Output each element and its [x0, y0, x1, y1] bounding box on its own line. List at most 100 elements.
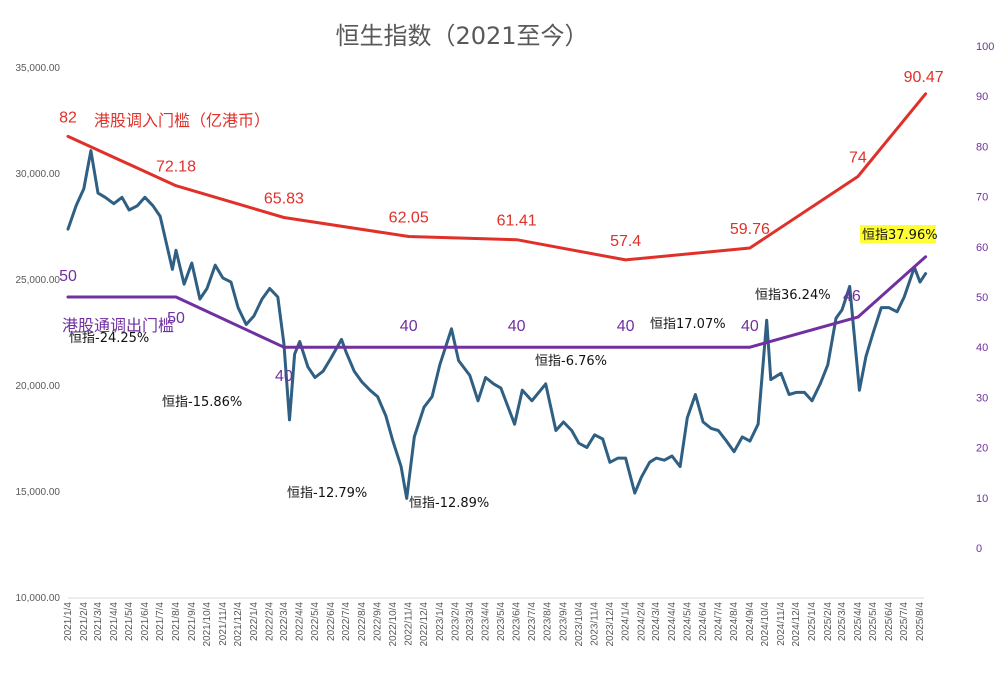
- exclusion-threshold-data-label: 46: [843, 288, 861, 305]
- x-axis-tick-label: 2025/6/4: [884, 602, 895, 641]
- x-axis-tick-label: 2024/9/4: [745, 602, 756, 641]
- left-axis: 10,000.00 15,000.00 20,000.00 25,000.00 30,0…: [16, 63, 61, 604]
- x-axis-tick-label: 2023/4/4: [481, 602, 492, 641]
- inclusion-threshold-data-label: 59.76: [730, 221, 770, 238]
- inclusion-threshold-data-label: 72.18: [156, 159, 196, 176]
- inclusion-threshold-data-label: 65.83: [264, 191, 304, 208]
- left-axis-tick-label: 35,000.00: [16, 63, 61, 74]
- legend-red-series: 港股调入门槛（亿港币）: [94, 111, 270, 130]
- left-axis-tick-label: 10,000.00: [16, 593, 61, 604]
- annotation-layer: 恒指-24.25% 恒指-15.86% 恒指-12.79% 恒指-12.89% 恒指-6…: [69, 225, 938, 511]
- x-axis-tick-label: 2023/9/4: [559, 602, 570, 641]
- left-axis-tick-label: 20,000.00: [16, 381, 61, 392]
- chart-title: 恒生指数（2021至今）: [335, 22, 588, 50]
- inclusion-threshold-data-label: 57.4: [610, 233, 641, 250]
- x-axis-tick-label: 2024/11/4: [776, 602, 787, 646]
- exclusion-threshold-data-label: 50: [59, 268, 77, 285]
- left-axis-tick-label: 25,000.00: [16, 275, 61, 286]
- x-axis-tick-label: 2023/3/4: [465, 602, 476, 641]
- right-axis-tick-label: 70: [976, 192, 988, 204]
- inclusion-threshold-data-label: 74: [849, 150, 867, 167]
- x-axis-tick-label: 2021/4/4: [109, 602, 120, 641]
- x-axis-tick-label: 2023/12/4: [605, 602, 616, 647]
- x-axis-tick-label: 2021/10/4: [202, 602, 213, 647]
- x-axis-tick-label: 2025/8/4: [915, 602, 926, 641]
- series-layer: [66, 92, 928, 500]
- x-axis: 2021/1/4 2021/2/4 2021/3/4 2021/4/4 2021/5/4…: [63, 597, 926, 647]
- left-axis-tick-label: 15,000.00: [16, 487, 61, 498]
- right-axis: 0 10 20 30 40 50 60 70 80 90 100: [976, 41, 994, 555]
- x-axis-tick-label: 2023/11/4: [590, 602, 601, 646]
- x-axis-tick-label: 2024/3/4: [651, 602, 662, 641]
- exclusion-threshold-line: [66, 255, 928, 349]
- x-axis-tick-label: 2024/4/4: [667, 602, 678, 641]
- x-axis-tick-label: 2024/8/4: [729, 602, 740, 641]
- index-change-annotation: 恒指-24.25%: [69, 331, 149, 346]
- right-axis-tick-label: 90: [976, 91, 988, 103]
- x-axis-tick-label: 2025/5/4: [868, 602, 879, 641]
- index-change-annotation: 恒指-15.86%: [162, 395, 242, 410]
- inclusion-threshold-data-label: 61.41: [497, 213, 537, 230]
- exclusion-threshold-data-label: 50: [167, 310, 185, 327]
- right-axis-tick-label: 0: [976, 543, 982, 555]
- x-axis-tick-label: 2023/8/4: [543, 602, 554, 641]
- inclusion-threshold-line: [66, 92, 928, 262]
- x-axis-tick-label: 2022/5/4: [310, 602, 321, 641]
- x-axis-tick-label: 2021/1/4: [63, 602, 74, 641]
- x-axis-tick-label: 2022/7/4: [341, 602, 352, 641]
- x-axis-tick-label: 2024/2/4: [636, 602, 647, 641]
- x-axis-tick-label: 2021/9/4: [187, 602, 198, 641]
- x-axis-tick-label: 2023/6/4: [512, 602, 523, 641]
- x-axis-tick-label: 2023/10/4: [574, 602, 585, 647]
- x-axis-tick-label: 2021/6/4: [140, 602, 151, 641]
- x-axis-tick-label: 2024/1/4: [621, 602, 632, 641]
- index-change-annotation: 恒指-12.89%: [409, 496, 489, 511]
- x-axis-tick-label: 2023/2/4: [451, 602, 462, 641]
- x-axis-tick-label: 2021/7/4: [155, 602, 166, 641]
- x-axis-tick-label: 2024/6/4: [698, 602, 709, 641]
- x-axis-tick-label: 2025/4/4: [853, 602, 864, 641]
- x-axis-tick-label: 2024/5/4: [682, 602, 693, 641]
- x-axis-tick-label: 2022/3/4: [279, 602, 290, 641]
- x-axis-tick-label: 2022/8/4: [357, 602, 368, 641]
- index-change-annotation: 恒指-6.76%: [535, 354, 607, 369]
- exclusion-threshold-data-label: 40: [275, 368, 293, 385]
- legend-layer: 港股调入门槛（亿港币） 港股通调出门槛: [62, 111, 270, 335]
- x-axis-tick-label: 2025/7/4: [899, 602, 910, 641]
- x-axis-tick-label: 2021/5/4: [124, 602, 135, 641]
- x-axis-tick-label: 2023/5/4: [496, 602, 507, 641]
- right-axis-tick-label: 10: [976, 493, 988, 505]
- right-axis-tick-label: 50: [976, 292, 988, 304]
- x-axis-tick-label: 2025/1/4: [807, 602, 818, 641]
- legend-purple-series: 港股通调出门槛: [62, 316, 174, 335]
- index-change-annotation: 恒指37.96%: [862, 228, 938, 243]
- x-axis-tick-label: 2022/6/4: [326, 602, 337, 641]
- x-axis-tick-label: 2022/9/4: [373, 602, 384, 641]
- x-axis-tick-label: 2021/11/4: [218, 602, 229, 646]
- x-axis-tick-label: 2022/2/4: [265, 602, 276, 641]
- right-axis-tick-label: 60: [976, 242, 988, 254]
- x-axis-tick-label: 2021/12/4: [233, 602, 244, 647]
- x-axis-tick-label: 2023/1/4: [435, 602, 446, 641]
- x-axis-tick-label: 2022/1/4: [249, 602, 260, 641]
- x-axis-tick-label: 2025/3/4: [837, 602, 848, 641]
- index-change-annotation: 恒指-12.79%: [287, 486, 367, 501]
- x-axis-tick-label: 2023/7/4: [527, 602, 538, 641]
- x-axis-tick-label: 2024/12/4: [791, 602, 802, 647]
- left-axis-tick-label: 30,000.00: [16, 169, 61, 180]
- right-axis-tick-label: 80: [976, 141, 988, 153]
- hang-seng-index-line: [66, 149, 928, 500]
- right-axis-tick-label: 30: [976, 392, 988, 404]
- x-axis-tick-label: 2024/7/4: [713, 602, 724, 641]
- x-axis-tick-label: 2022/10/4: [388, 602, 399, 647]
- x-axis-tick-label: 2021/2/4: [79, 602, 90, 641]
- x-axis-tick-label: 2025/2/4: [823, 602, 834, 641]
- x-axis-tick-label: 2022/12/4: [419, 602, 430, 647]
- exclusion-threshold-data-label: 40: [508, 318, 526, 335]
- exclusion-threshold-data-label: 40: [617, 318, 635, 335]
- right-axis-tick-label: 40: [976, 342, 988, 354]
- index-change-annotation: 恒指36.24%: [755, 288, 831, 303]
- right-axis-tick-label: 100: [976, 41, 994, 53]
- x-axis-tick-label: 2021/3/4: [93, 602, 104, 641]
